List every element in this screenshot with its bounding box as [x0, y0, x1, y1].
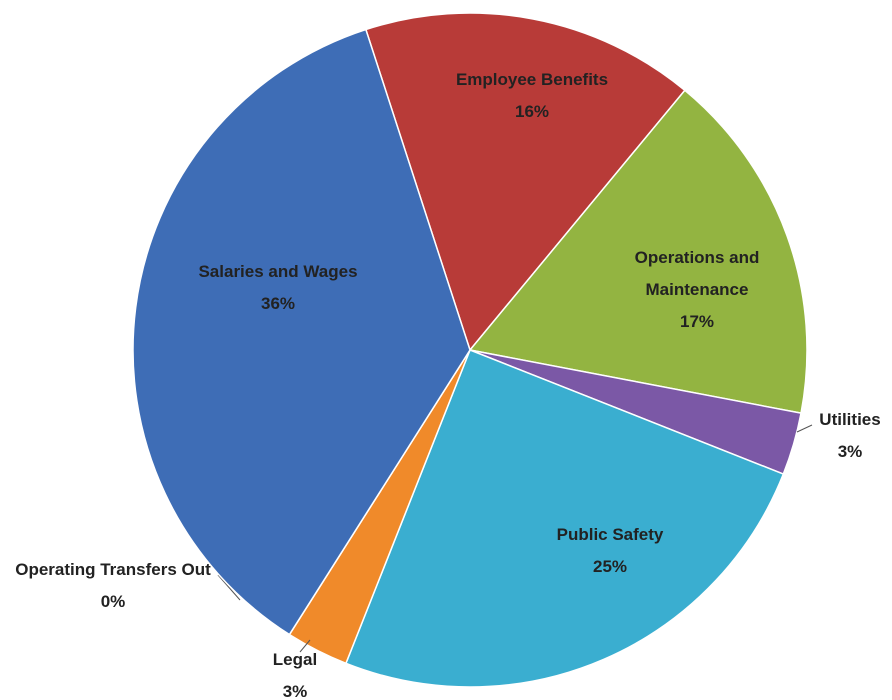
pie-slice: [132, 28, 471, 636]
slice-value: 3%: [837, 442, 863, 461]
slice-value: 17%: [679, 312, 715, 331]
leader-line: [796, 424, 813, 433]
slice-label: Employee Benefits 16%: [422, 64, 642, 128]
slice-value: 0%: [100, 592, 126, 611]
pie-slice: [364, 12, 686, 352]
slice-name: Operating Transfers Out: [15, 560, 211, 579]
slice-label: Operations and Maintenance 17%: [602, 242, 792, 338]
slice-label: Salaries and Wages 36%: [168, 256, 388, 320]
slice-label: Utilities 3%: [795, 404, 892, 468]
slice-name: Salaries and Wages: [198, 262, 358, 281]
leader-line: [299, 639, 311, 653]
slice-value: 36%: [260, 294, 296, 313]
slice-name: Utilities: [819, 410, 881, 429]
slice-value: 3%: [282, 682, 308, 700]
pie-slice: [344, 349, 785, 688]
slice-value: 25%: [592, 557, 628, 576]
slice-label: Legal 3%: [245, 644, 345, 700]
slice-value: 16%: [514, 102, 550, 121]
slice-name: Operations and Maintenance: [634, 248, 760, 299]
slice-name: Public Safety: [556, 525, 664, 544]
slice-label: Public Safety 25%: [510, 519, 710, 583]
slice-label: Operating Transfers Out 0%: [3, 554, 223, 618]
pie-slice: [468, 89, 808, 415]
leader-line: [217, 574, 241, 601]
slice-name: Legal: [272, 650, 318, 669]
slice-name: Employee Benefits: [455, 70, 609, 89]
